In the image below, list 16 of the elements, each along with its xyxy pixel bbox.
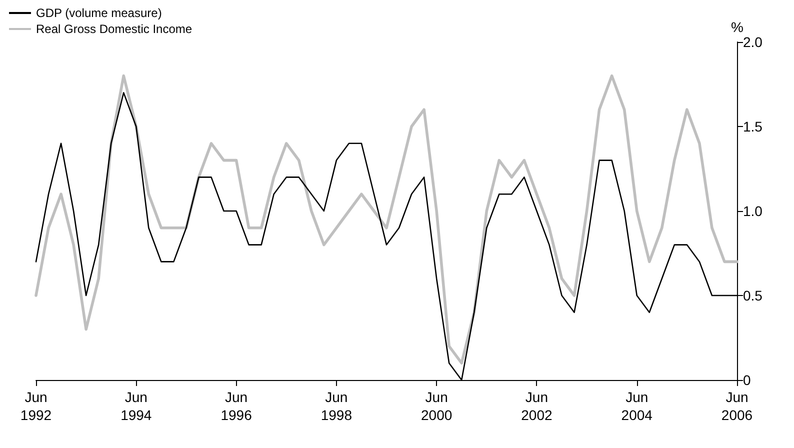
x-tick-label: Jun 2004 <box>621 389 653 423</box>
y-tick-label: 1.5 <box>743 118 763 134</box>
y-tick-label: 1.0 <box>743 203 763 219</box>
x-tick-label: Jun 1994 <box>120 389 152 423</box>
x-tick-label: Jun 2006 <box>721 389 753 423</box>
x-tick-label: Jun 2002 <box>521 389 552 423</box>
legend-label: GDP (volume measure) <box>36 6 162 20</box>
y-tick-label: 0 <box>743 372 751 388</box>
y-tick-label: 0.5 <box>743 288 763 304</box>
x-tick-label: Jun 1996 <box>220 389 252 423</box>
x-tick-label: Jun 1992 <box>20 389 52 423</box>
y-axis-title: % <box>731 19 744 35</box>
x-tick-label: Jun 2000 <box>420 389 452 423</box>
y-tick-label: 2.0 <box>743 34 763 50</box>
x-tick-label: Jun 1998 <box>320 389 352 423</box>
legend-label: Real Gross Domestic Income <box>36 22 192 36</box>
